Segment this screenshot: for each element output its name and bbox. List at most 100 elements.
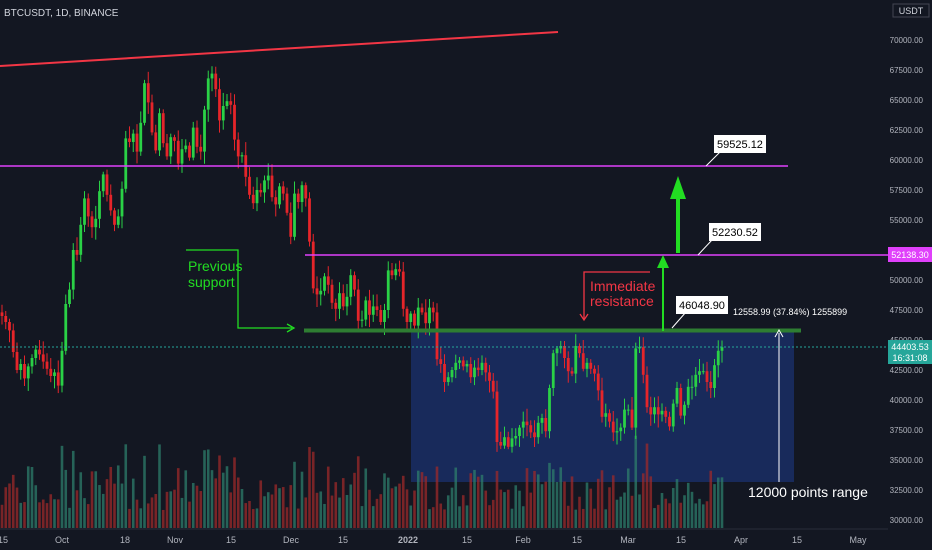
volume-bar xyxy=(675,479,679,528)
price-tick-label: 50000.00 xyxy=(890,276,924,285)
candle-body xyxy=(23,364,26,379)
volume-bar xyxy=(263,496,266,528)
callout-52230-text: 52230.52 xyxy=(712,227,758,239)
volume-bar xyxy=(428,509,431,528)
candle-body xyxy=(326,276,330,285)
candle-body xyxy=(225,101,229,106)
candle-body xyxy=(323,276,326,291)
candle-body xyxy=(41,354,45,362)
volume-bar xyxy=(536,474,540,528)
volume-bar xyxy=(83,498,86,528)
volume-bar xyxy=(15,487,19,528)
candle-body xyxy=(671,403,675,427)
candle-body xyxy=(86,198,90,217)
candle-body xyxy=(371,306,375,315)
candle-body xyxy=(158,113,161,151)
volume-bar xyxy=(154,493,158,528)
support-level-line xyxy=(304,328,801,333)
candle-body xyxy=(664,410,668,417)
candle-body xyxy=(274,197,278,205)
candle-body xyxy=(304,185,308,199)
volume-bar xyxy=(319,491,323,528)
candle-body xyxy=(161,113,165,144)
volume-bar xyxy=(390,488,394,528)
volume-bar xyxy=(705,501,709,528)
volume-bar xyxy=(604,509,608,528)
volume-bar xyxy=(0,504,4,528)
current-price-badge: 44403.53 xyxy=(891,342,929,352)
measure-readout: 12558.99 (37.84%) 1255899 xyxy=(733,307,847,317)
volume-bar xyxy=(289,485,293,528)
currency-badge[interactable]: USDT xyxy=(899,6,924,16)
volume-bar xyxy=(563,481,566,528)
candle-body xyxy=(656,407,660,415)
candle-body xyxy=(315,288,319,295)
candle-body xyxy=(251,194,255,204)
volume-bar xyxy=(439,503,443,528)
volume-bar xyxy=(596,478,600,528)
volume-bar xyxy=(255,508,259,528)
volume-bar xyxy=(176,468,180,528)
volume-bar xyxy=(349,484,353,528)
previous-support-label-line2: support xyxy=(188,274,235,290)
volume-bar xyxy=(296,508,300,528)
price-tick-label: 35000.00 xyxy=(890,456,924,465)
candle-body xyxy=(184,145,188,150)
callout-52230-line xyxy=(697,239,713,256)
candle-body xyxy=(701,371,705,373)
level-badge: 52138.30 xyxy=(891,250,929,260)
price-tick-label: 55000.00 xyxy=(890,216,924,225)
candle-body xyxy=(401,271,405,309)
candle-body xyxy=(98,191,101,219)
candle-body xyxy=(533,432,536,438)
candle-body xyxy=(619,427,623,432)
candle-body xyxy=(476,367,480,370)
candle-body xyxy=(600,390,604,417)
candle-body xyxy=(180,149,184,164)
volume-bar xyxy=(600,470,604,528)
volume-bar xyxy=(409,505,413,528)
volume-bar xyxy=(124,444,128,528)
volume-bar xyxy=(105,479,109,528)
price-tick-label: 65000.00 xyxy=(890,96,924,105)
candle-body xyxy=(259,190,263,193)
time-axis-labels: 15 Oct 18 Nov 15 Dec 15 2022 15 Feb 15 Mar 15 Apr 15 Ma… xyxy=(0,535,867,545)
volume-bar xyxy=(311,451,315,528)
candle-body xyxy=(428,307,431,324)
candle-body xyxy=(495,391,499,442)
time-tick-label: 15 xyxy=(0,535,8,545)
price-tick-label: 40000.00 xyxy=(890,396,924,405)
candle-body xyxy=(263,180,266,193)
volume-bar xyxy=(626,468,630,528)
candle-body xyxy=(281,186,285,194)
candle-body xyxy=(615,431,619,433)
volume-bar xyxy=(120,483,124,528)
volume-bar xyxy=(435,466,439,528)
volume-bar xyxy=(330,495,334,528)
volume-bar xyxy=(71,450,75,528)
candle-body xyxy=(311,241,315,289)
candle-body xyxy=(79,224,83,255)
candle-body xyxy=(240,155,244,157)
candle-body xyxy=(503,437,506,446)
candle-body xyxy=(544,418,548,432)
volume-bar xyxy=(645,443,649,528)
candle-body xyxy=(345,296,349,307)
volume-bar xyxy=(469,473,473,528)
candle-body xyxy=(510,438,514,447)
volume-bar xyxy=(38,502,41,528)
candle-body xyxy=(206,78,210,110)
candle-body xyxy=(686,386,690,405)
candle-body xyxy=(630,409,634,428)
volume-bar xyxy=(308,447,311,528)
volume-bar xyxy=(248,500,251,528)
time-axis-panel xyxy=(0,529,932,550)
candle-body xyxy=(386,270,390,310)
volume-bar xyxy=(495,470,499,528)
volume-bar xyxy=(454,467,458,528)
candle-body xyxy=(720,347,724,351)
candle-body xyxy=(604,413,608,417)
volume-bar xyxy=(64,469,68,528)
volume-bar xyxy=(109,466,113,528)
